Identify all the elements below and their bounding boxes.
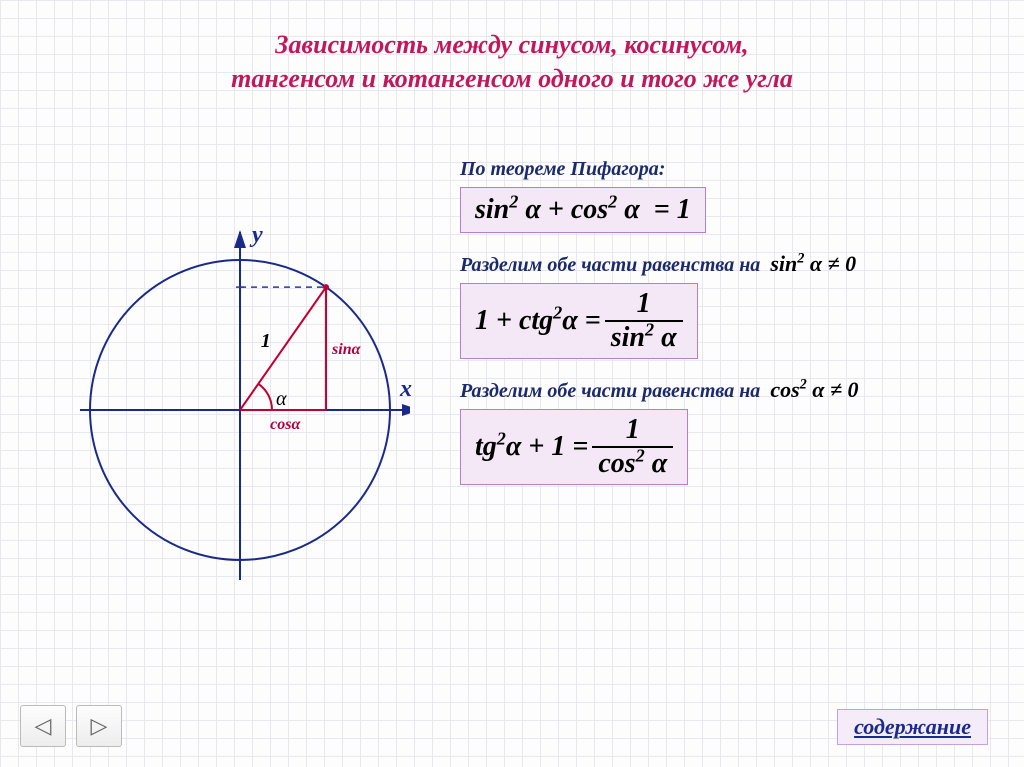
page-title: Зависимость между синусом, косинусом, та…: [0, 28, 1024, 96]
radius-one-label: 1: [261, 330, 271, 353]
cos-label: cosα: [270, 416, 300, 434]
formula-2-content: 1 + ctg2α = 1 sin2 α: [475, 290, 683, 352]
x-axis-label: x: [400, 376, 412, 403]
f1-cos: cos: [571, 194, 608, 225]
pythagoras-label: По теореме Пифагора:: [460, 158, 980, 181]
f3-den-var: α: [652, 448, 668, 479]
unit-circle-diagram: y x 1 α sinα cosα: [70, 210, 410, 610]
f1-var1: α: [525, 194, 541, 225]
f2-den: sin2 α: [605, 320, 683, 352]
formula-tangent-identity: tg2α + 1 = 1 cos2 α: [460, 409, 688, 485]
divide-by-sin-label: Разделим обе части равенства на sin2 α ≠…: [460, 251, 980, 277]
divide-by-cos-label: Разделим обе части равенства на cos2 α ≠…: [460, 377, 980, 403]
contents-link[interactable]: содержание: [837, 709, 988, 745]
f1-sin: sin: [475, 194, 509, 225]
cos-nonzero-condition: cos2 α ≠ 0: [770, 377, 858, 402]
next-icon: ▷: [91, 713, 108, 739]
f3-num: 1: [620, 416, 646, 446]
f2-fraction: 1 sin2 α: [605, 290, 683, 352]
f2-lhs: 1 + ctg: [475, 305, 553, 336]
prev-button[interactable]: ◁: [20, 705, 66, 747]
angle-alpha-label: α: [276, 388, 287, 411]
f2-den-fn: sin: [611, 322, 645, 353]
y-axis-label: y: [252, 222, 263, 249]
next-button[interactable]: ▷: [76, 705, 122, 747]
sin-nonzero-condition: sin2 α ≠ 0: [770, 251, 856, 276]
formula-1-content: sin2 α + cos2 α = 1: [475, 194, 691, 226]
nav-buttons: ◁ ▷: [20, 705, 122, 747]
f2-var: α: [562, 305, 578, 336]
prev-icon: ◁: [35, 713, 52, 739]
f3-var: α: [506, 431, 522, 462]
f1-var2: α: [624, 194, 640, 225]
f3-den: cos2 α: [592, 446, 673, 478]
formula-pythagorean-identity: sin2 α + cos2 α = 1: [460, 187, 706, 233]
contents-label: содержание: [854, 714, 971, 739]
title-line-1: Зависимость между синусом, косинусом,: [0, 28, 1024, 62]
f3-lhs: tg: [475, 431, 497, 462]
f1-rhs: 1: [677, 194, 691, 225]
f2-num: 1: [631, 290, 657, 320]
div-sin-prefix: Разделим обе части равенства на: [460, 254, 760, 276]
f3-fraction: 1 cos2 α: [592, 416, 673, 478]
formula-3-content: tg2α + 1 = 1 cos2 α: [475, 416, 673, 478]
sin-label: sinα: [332, 341, 360, 359]
f3-den-fn: cos: [598, 448, 635, 479]
diagram-svg: [70, 210, 410, 610]
f3-plus1: + 1: [521, 431, 565, 462]
formula-cotangent-identity: 1 + ctg2α = 1 sin2 α: [460, 283, 698, 359]
div-cos-prefix: Разделим обе части равенства на: [460, 380, 760, 402]
title-line-2: тангенсом и котангенсом одного и того же…: [0, 62, 1024, 96]
f2-den-var: α: [661, 322, 677, 353]
formulas-column: По теореме Пифагора: sin2 α + cos2 α = 1…: [460, 150, 980, 495]
